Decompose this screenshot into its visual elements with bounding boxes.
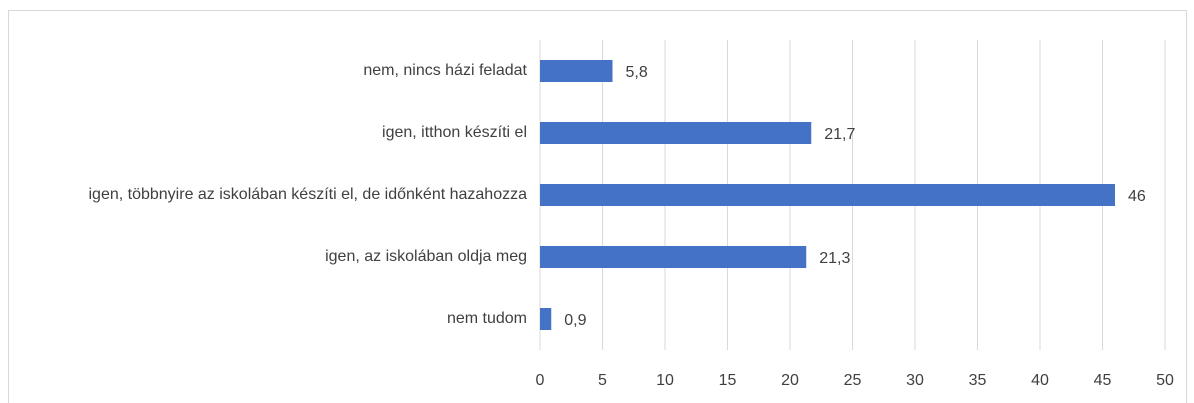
chart-frame (8, 10, 1187, 403)
x-tick-label: 30 (906, 372, 924, 389)
y-tick-label: nem tudom (447, 310, 527, 327)
bar (540, 308, 552, 330)
y-tick-label: igen, többnyire az iskolában készíti el,… (89, 186, 528, 203)
y-tick-label: nem, nincs házi feladat (363, 62, 527, 79)
data-label: 5,8 (626, 64, 648, 81)
bar (540, 184, 1115, 206)
bar (540, 60, 613, 82)
x-tick-label: 5 (598, 372, 607, 389)
data-label: 0,9 (564, 312, 586, 329)
x-tick-label: 10 (656, 372, 674, 389)
bar (540, 246, 807, 268)
x-tick-label: 15 (719, 372, 737, 389)
data-label: 21,7 (824, 126, 855, 143)
x-tick-label: 25 (844, 372, 862, 389)
y-tick-label: igen, az iskolában oldja meg (325, 248, 527, 265)
x-tick-label: 35 (969, 372, 987, 389)
x-tick-label: 0 (536, 372, 545, 389)
x-tick-label: 45 (1094, 372, 1112, 389)
bar (540, 122, 812, 144)
data-label: 21,3 (819, 250, 850, 267)
y-tick-label: igen, itthon készíti el (382, 124, 527, 141)
x-tick-label: 50 (1156, 372, 1174, 389)
x-tick-label: 20 (781, 372, 799, 389)
x-tick-label: 40 (1031, 372, 1049, 389)
data-label: 46 (1128, 188, 1146, 205)
